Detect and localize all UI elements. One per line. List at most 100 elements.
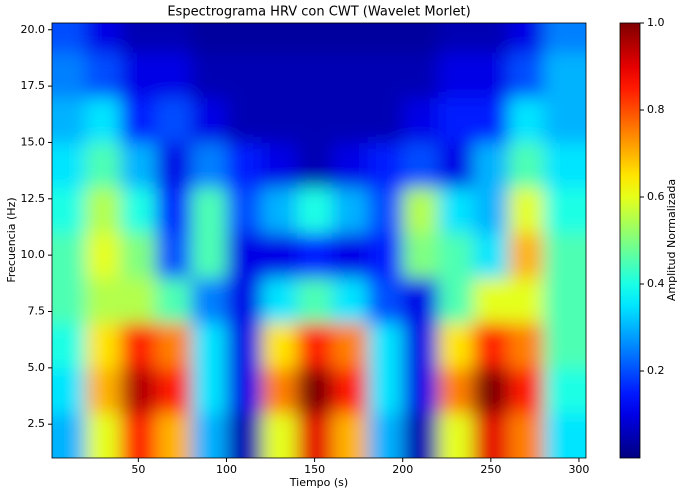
heatmap-cell — [85, 277, 122, 324]
heatmap-cell — [120, 187, 157, 234]
heatmap-cell — [543, 23, 586, 53]
heatmap-cell — [155, 412, 192, 458]
heatmap-cell — [191, 97, 227, 143]
heatmap-cell — [508, 187, 545, 234]
heatmap-cell — [473, 23, 509, 53]
heatmap-cell — [543, 187, 586, 234]
x-tick-label: 50 — [131, 463, 145, 476]
heatmap-cell — [155, 187, 192, 234]
heatmap-cell — [155, 142, 192, 189]
heatmap-cell — [402, 97, 439, 143]
x-tick-label: 300 — [568, 463, 589, 476]
heatmap-cell — [543, 232, 586, 279]
heatmap-cell — [296, 97, 333, 143]
heatmap-cell — [473, 232, 509, 279]
y-tick-label: 17.5 — [21, 79, 46, 92]
heatmap-cell — [191, 187, 227, 234]
heatmap-cell — [332, 187, 368, 234]
y-tick-label: 7.5 — [28, 304, 46, 317]
heatmap-cell — [508, 97, 545, 143]
y-tick-label: 2.5 — [28, 417, 46, 430]
heatmap-cell — [473, 52, 509, 98]
y-tick-label: 12.5 — [21, 192, 46, 205]
heatmap-cell — [261, 412, 298, 458]
heatmap-cell — [473, 187, 509, 234]
heatmap-cell — [508, 232, 545, 279]
heatmap-cell — [120, 277, 157, 324]
heatmap-cell — [543, 322, 586, 369]
heatmap-cell — [332, 97, 368, 143]
heatmap-cell — [332, 412, 368, 458]
heatmap-cell — [120, 97, 157, 143]
heatmap-cell — [226, 23, 263, 53]
heatmap-cell — [226, 277, 263, 324]
heatmap-cell — [473, 142, 509, 189]
heatmap-cell — [473, 277, 509, 324]
colorbar-tick-label: 0.4 — [647, 277, 665, 290]
heatmap-cell — [402, 232, 439, 279]
heatmap-cell — [332, 232, 368, 279]
plot-area — [52, 23, 586, 458]
heatmap-cell — [120, 322, 157, 369]
heatmap-cell — [543, 277, 586, 324]
heatmap-cell — [367, 412, 404, 458]
heatmap-cell — [437, 322, 474, 369]
heatmap-cell — [543, 142, 586, 189]
heatmap-cell — [261, 23, 298, 53]
heatmap-cell — [332, 322, 368, 369]
colorbar-label: Amplitud Normalizada — [665, 179, 678, 301]
heatmap-cell — [261, 232, 298, 279]
heatmap-cell — [402, 187, 439, 234]
heatmap-cell — [437, 232, 474, 279]
heatmap-cell — [402, 277, 439, 324]
heatmap-cell — [261, 322, 298, 369]
heatmap-cell — [473, 412, 509, 458]
plot-frame — [51, 22, 587, 459]
heatmap-cell — [226, 322, 263, 369]
heatmap-cell — [85, 232, 122, 279]
heatmap-cell — [367, 277, 404, 324]
heatmap-cell — [543, 367, 586, 414]
heatmap-cell — [543, 412, 586, 458]
x-axis-label: Tiempo (s) — [289, 476, 348, 489]
heatmap-cell — [402, 142, 439, 189]
heatmap-cell — [332, 277, 368, 324]
heatmap-cell — [367, 367, 404, 414]
heatmap-cell — [191, 367, 227, 414]
heatmap-cell — [52, 322, 86, 369]
heatmap-cell — [402, 367, 439, 414]
heatmap-cell — [437, 412, 474, 458]
heatmap-cell — [226, 412, 263, 458]
heatmap-cell — [508, 142, 545, 189]
heatmap-cell — [191, 412, 227, 458]
x-tick-label: 250 — [480, 463, 501, 476]
heatmap-cell — [367, 142, 404, 189]
heatmap-cell — [120, 412, 157, 458]
heatmap-cell — [226, 52, 263, 98]
heatmap-cell — [508, 23, 545, 53]
heatmap-cell — [85, 322, 122, 369]
heatmap — [52, 23, 586, 458]
heatmap-cell — [437, 23, 474, 53]
heatmap-cell — [155, 97, 192, 143]
heatmap-cell — [85, 367, 122, 414]
heatmap-cell — [473, 322, 509, 369]
heatmap-cell — [332, 367, 368, 414]
heatmap-cell — [508, 322, 545, 369]
heatmap-cell — [155, 232, 192, 279]
heatmap-cell — [296, 367, 333, 414]
heatmap-cell — [155, 23, 192, 53]
heatmap-cell — [52, 52, 86, 98]
heatmap-cell — [191, 142, 227, 189]
heatmap-cell — [437, 52, 474, 98]
heatmap-cell — [226, 142, 263, 189]
y-tick-label: 10.0 — [21, 248, 46, 261]
heatmap-cell — [296, 142, 333, 189]
heatmap-cell — [367, 232, 404, 279]
heatmap-cell — [402, 52, 439, 98]
heatmap-cell — [52, 187, 86, 234]
heatmap-cell — [261, 277, 298, 324]
heatmap-cell — [402, 23, 439, 53]
heatmap-cell — [191, 232, 227, 279]
colorbar-tick-label: 0.8 — [647, 103, 665, 116]
